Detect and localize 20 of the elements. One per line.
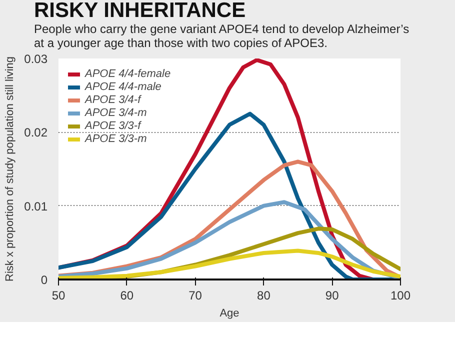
chart-subtitle: People who carry the gene variant APOE4 tend to develop Alzheimer’s at a younger age than those with two copies of APOE3. [34, 22, 410, 50]
x-tick-label: 100 [390, 288, 411, 302]
x-tick-label: 90 [325, 288, 340, 302]
y-tick-label: 0.03 [24, 52, 48, 66]
y-tick-label: 0.02 [24, 126, 48, 140]
y-axis-title: Risk x proportion of study population still living [4, 56, 16, 282]
x-tick-label: 50 [52, 288, 66, 302]
legend-label: APOE 4/4-male [85, 81, 162, 93]
x-tick-label: 70 [188, 288, 202, 302]
legend-label: APOE 3/3-m [85, 133, 147, 145]
y-tick-label: 0.01 [24, 199, 48, 214]
x-tick-label: 80 [257, 288, 271, 302]
legend-label: APOE 4/4-female [85, 68, 171, 80]
chart-title: RISKY INHERITANCE [34, 0, 246, 22]
legend-label: APOE 3/4-m [85, 107, 147, 119]
legend-label: APOE 3/4-f [85, 94, 141, 106]
x-axis-title: Age [220, 308, 240, 320]
legend-label: APOE 3/3-f [85, 120, 141, 132]
y-tick-label: 0 [40, 273, 48, 287]
x-tick-label: 60 [120, 288, 134, 302]
